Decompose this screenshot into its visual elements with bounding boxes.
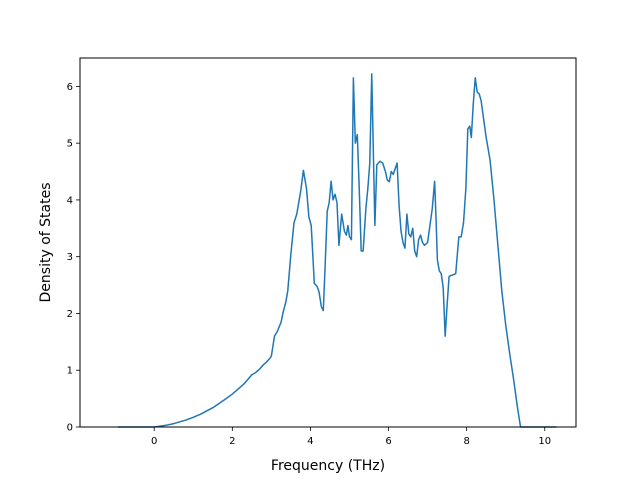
y-tick-label: 1: [67, 366, 73, 377]
axis-ticks: 0 2 4 6 8 10 0 1 2 3 4 5 6: [67, 82, 551, 447]
x-axis-label: Frequency (THz): [271, 458, 385, 474]
plot-frame: [79, 57, 577, 428]
x-tick-label: 4: [307, 436, 313, 447]
x-tick-label: 6: [385, 436, 391, 447]
x-tick-label: 2: [229, 436, 235, 447]
x-tick-label: 0: [151, 436, 157, 447]
dos-series-line-0: [117, 73, 557, 428]
plot-area: [117, 73, 557, 428]
y-tick-label: 2: [67, 309, 73, 320]
y-tick-label: 0: [67, 423, 73, 434]
y-axis-label: Density of States: [38, 183, 54, 303]
y-tick-label: 5: [67, 139, 73, 150]
x-tick-label: 8: [463, 436, 469, 447]
y-tick-label: 6: [67, 82, 73, 93]
y-tick-label: 3: [67, 252, 73, 263]
x-tick-label: 10: [538, 436, 551, 447]
y-tick-label: 4: [67, 195, 73, 206]
